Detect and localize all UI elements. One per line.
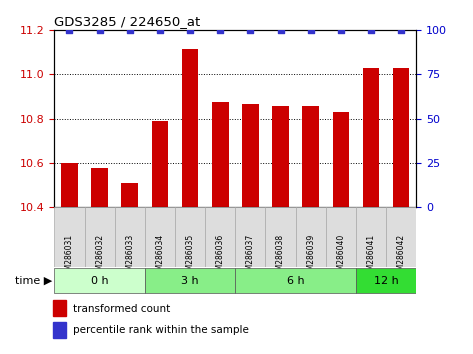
Bar <box>53 321 66 338</box>
Bar <box>363 68 379 207</box>
Bar <box>54 268 145 293</box>
Bar <box>386 207 416 267</box>
Point <box>66 27 73 33</box>
Bar <box>54 207 85 267</box>
Text: GSM286038: GSM286038 <box>276 234 285 280</box>
Bar <box>152 121 168 207</box>
Bar <box>114 207 145 267</box>
Bar <box>326 207 356 267</box>
Point <box>126 27 133 33</box>
Text: GSM286032: GSM286032 <box>95 234 104 280</box>
Bar <box>356 207 386 267</box>
Text: 3 h: 3 h <box>181 275 199 286</box>
Bar <box>242 104 259 207</box>
Bar <box>145 268 235 293</box>
Text: 6 h: 6 h <box>287 275 305 286</box>
Text: GSM286037: GSM286037 <box>246 234 255 280</box>
Text: GSM286034: GSM286034 <box>156 234 165 280</box>
Bar <box>356 268 416 293</box>
Point <box>217 27 224 33</box>
Bar <box>265 207 296 267</box>
Text: 0 h: 0 h <box>91 275 108 286</box>
Text: GSM286040: GSM286040 <box>336 234 345 280</box>
Text: 12 h: 12 h <box>374 275 398 286</box>
Point <box>307 27 315 33</box>
Text: GSM286031: GSM286031 <box>65 234 74 280</box>
Bar <box>175 207 205 267</box>
Text: GSM286039: GSM286039 <box>306 234 315 280</box>
Point <box>397 27 405 33</box>
Text: GSM286036: GSM286036 <box>216 234 225 280</box>
Bar <box>272 107 289 207</box>
Point <box>96 27 104 33</box>
Bar <box>296 207 326 267</box>
Bar <box>145 207 175 267</box>
Point <box>186 27 194 33</box>
Bar <box>53 300 66 316</box>
Bar <box>91 169 108 207</box>
Text: GDS3285 / 224650_at: GDS3285 / 224650_at <box>54 15 201 28</box>
Text: GSM286042: GSM286042 <box>397 234 406 280</box>
Text: percentile rank within the sample: percentile rank within the sample <box>73 325 249 335</box>
Text: GSM286041: GSM286041 <box>367 234 376 280</box>
Bar <box>182 49 198 207</box>
Bar <box>333 112 349 207</box>
Text: time ▶: time ▶ <box>15 275 52 286</box>
Text: GSM286033: GSM286033 <box>125 234 134 280</box>
Bar <box>302 107 319 207</box>
Bar <box>393 68 410 207</box>
Bar <box>61 163 78 207</box>
Point <box>246 27 254 33</box>
Text: transformed count: transformed count <box>73 304 170 314</box>
Point <box>156 27 164 33</box>
Point <box>367 27 375 33</box>
Bar <box>212 102 228 207</box>
Bar <box>235 268 356 293</box>
Bar <box>205 207 235 267</box>
Point <box>277 27 284 33</box>
Text: GSM286035: GSM286035 <box>185 234 194 280</box>
Bar <box>85 207 114 267</box>
Point <box>337 27 345 33</box>
Bar <box>235 207 265 267</box>
Bar <box>122 183 138 207</box>
